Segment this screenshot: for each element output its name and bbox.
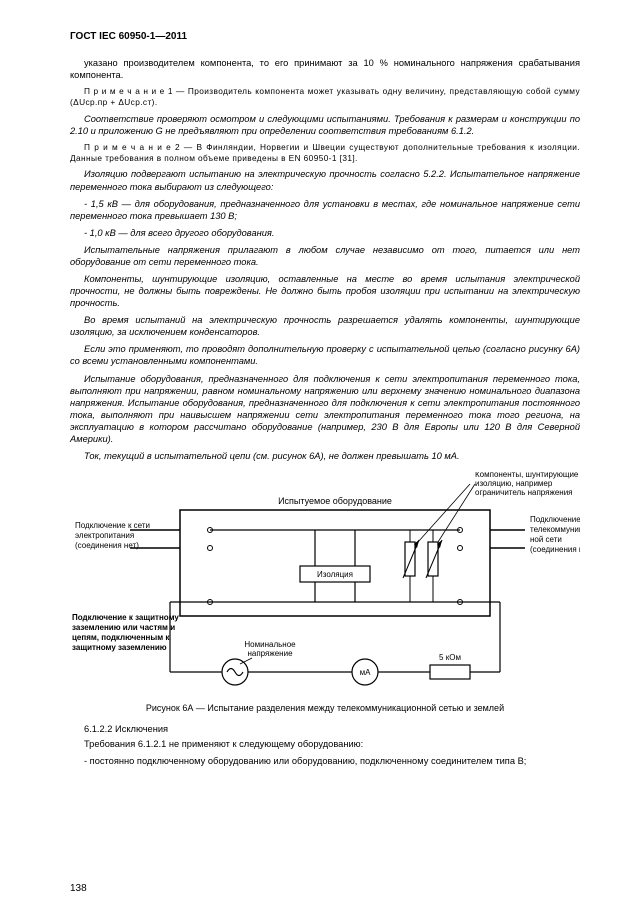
para-5: - 1,0 кВ — для всего другого оборудовани…: [70, 227, 580, 239]
note-2: П р и м е ч а н и е 2 — В Финляндии, Нор…: [70, 142, 580, 164]
label-mains1: Подключение к сети: [75, 521, 150, 530]
para-6: Испытательные напряжения прилагают в люб…: [70, 244, 580, 268]
figure-caption: Рисунок 6А — Испытание разделения между …: [70, 703, 580, 715]
para-8: Во время испытаний на электрическую проч…: [70, 314, 580, 338]
label-ma: мА: [360, 668, 372, 677]
para-2: Соответствие проверяют осмотром и следую…: [70, 113, 580, 137]
label-nomv1: Номинальное: [244, 640, 296, 649]
label-comp3: ограничитель напряжения: [475, 488, 573, 497]
page-number: 138: [70, 882, 87, 895]
label-tel3: ной сети: [530, 535, 562, 544]
label-eut: Испытуемое оборудование: [278, 496, 392, 506]
figure-6a: Испытуемое оборудование Подключение к се…: [70, 472, 580, 715]
para-11: Ток, текущий в испытательной цепи (см. р…: [70, 450, 580, 462]
label-kohm: 5 кОм: [439, 653, 461, 662]
para-3: Изоляцию подвергают испытанию на электри…: [70, 168, 580, 192]
para-7: Компоненты, шунтирующие изоляцию, оставл…: [70, 273, 580, 309]
para-13: - постоянно подключенному оборудованию и…: [70, 755, 580, 767]
label-comp1: Компоненты, шунтирующие: [475, 472, 579, 479]
circuit-diagram: Испытуемое оборудование Подключение к се…: [70, 472, 580, 692]
para-10: Испытание оборудования, предназначенного…: [70, 373, 580, 445]
label-nomv2: напряжение: [247, 649, 293, 658]
label-iso: Изоляция: [317, 570, 353, 579]
label-gnd2: заземлению или частям и: [72, 623, 175, 632]
para-1: указано производителем компонента, то ег…: [70, 57, 580, 81]
label-mains3: (соединения нет): [75, 541, 139, 550]
note-1: П р и м е ч а н и е 1 — Производитель ко…: [70, 86, 580, 108]
page: ГОСТ IEC 60950-1—2011 указано производит…: [0, 0, 630, 913]
section-number: 6.1.2.2 Исключения: [70, 723, 580, 735]
para-12: Требования 6.1.2.1 не применяют к следую…: [70, 738, 580, 750]
para-9: Если это применяют, то проводят дополнит…: [70, 343, 580, 367]
label-gnd3: цепям, подключенным к: [72, 633, 170, 642]
doc-header: ГОСТ IEC 60950-1—2011: [70, 30, 580, 43]
label-comp2: изоляцию, например: [475, 479, 553, 488]
label-gnd4: защитному заземлению: [72, 643, 167, 652]
label-tel1: Подключение к: [530, 515, 580, 524]
para-4: - 1,5 кВ — для оборудования, предназначе…: [70, 198, 580, 222]
label-mains2: электропитания: [75, 531, 134, 540]
label-tel4: (соединения нет): [530, 545, 580, 554]
label-tel2: телекоммуникацион-: [530, 525, 580, 534]
label-gnd1: Подключение к защитному: [72, 613, 179, 622]
